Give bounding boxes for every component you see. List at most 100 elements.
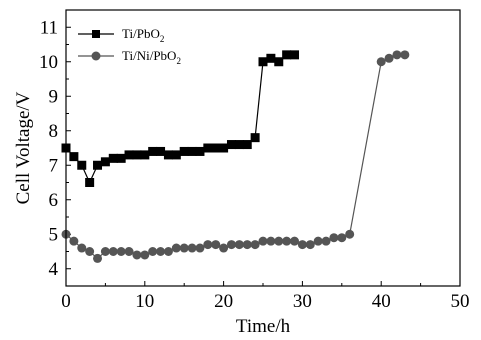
data-point-ti-pbo2	[290, 50, 300, 60]
data-point-ti-ni-pbo2	[384, 53, 394, 63]
x-tick-label: 30	[293, 291, 312, 312]
data-point-ti-pbo2	[234, 140, 244, 150]
y-tick-label: 5	[49, 224, 59, 245]
data-point-ti-pbo2	[195, 146, 205, 156]
data-point-ti-ni-pbo2	[376, 57, 386, 67]
data-point-ti-pbo2	[124, 150, 134, 160]
data-point-ti-pbo2	[163, 150, 173, 160]
data-point-ti-ni-pbo2	[290, 236, 300, 246]
data-point-ti-ni-pbo2	[148, 247, 158, 256]
data-point-ti-ni-pbo2	[69, 236, 79, 246]
x-axis-label: Time/h	[236, 316, 291, 337]
y-tick-label: 11	[40, 17, 58, 38]
data-point-ti-pbo2	[156, 146, 166, 156]
data-point-ti-ni-pbo2	[77, 243, 87, 253]
y-tick-label: 9	[49, 86, 59, 107]
data-point-ti-pbo2	[266, 53, 276, 63]
data-point-ti-ni-pbo2	[266, 236, 276, 246]
y-tick-label: 8	[49, 121, 59, 142]
data-point-ti-ni-pbo2	[179, 243, 189, 253]
legend-marker-ti-pbo2	[92, 30, 100, 38]
data-point-ti-ni-pbo2	[337, 233, 347, 243]
data-point-ti-ni-pbo2	[203, 240, 213, 250]
data-point-ti-pbo2	[171, 150, 181, 160]
data-point-ti-ni-pbo2	[156, 247, 166, 256]
data-point-ti-pbo2	[219, 143, 229, 153]
data-point-ti-ni-pbo2	[305, 240, 315, 250]
data-point-ti-pbo2	[250, 133, 260, 143]
legend-label-ti-pbo2-main: Ti/PbO	[122, 26, 160, 41]
data-point-ti-ni-pbo2	[93, 253, 103, 263]
data-point-ti-ni-pbo2	[219, 243, 229, 253]
legend: Ti/PbO2 Ti/Ni/PbO2	[78, 26, 181, 66]
data-point-ti-pbo2	[85, 178, 95, 187]
data-point-ti-ni-pbo2	[329, 233, 339, 243]
data-point-ti-ni-pbo2	[242, 240, 252, 250]
data-point-ti-ni-pbo2	[258, 236, 268, 246]
data-point-ti-ni-pbo2	[400, 50, 410, 60]
x-tick-label: 0	[61, 291, 71, 312]
data-point-ti-ni-pbo2	[226, 240, 236, 250]
legend-label-ti-ni-pbo2: Ti/Ni/PbO2	[122, 48, 181, 66]
data-point-ti-pbo2	[140, 150, 150, 160]
data-point-ti-ni-pbo2	[124, 247, 134, 256]
legend-entry-ti-pbo2: Ti/PbO2	[78, 26, 164, 44]
data-point-ti-pbo2	[203, 143, 213, 153]
series-ti-pbo2	[61, 50, 300, 187]
data-point-ti-ni-pbo2	[171, 243, 181, 253]
x-tick-label: 40	[372, 291, 391, 312]
data-point-ti-pbo2	[211, 143, 221, 153]
data-point-ti-ni-pbo2	[116, 247, 126, 256]
plot-frame	[65, 9, 461, 287]
data-point-ti-ni-pbo2	[132, 250, 142, 260]
data-point-ti-ni-pbo2	[274, 236, 284, 246]
data-point-ti-pbo2	[69, 152, 79, 162]
data-point-ti-ni-pbo2	[321, 236, 331, 246]
data-point-ti-pbo2	[116, 153, 126, 163]
data-point-ti-pbo2	[179, 146, 189, 156]
x-tick-label: 50	[451, 291, 470, 312]
data-point-ti-ni-pbo2	[108, 247, 118, 256]
y-tick-label: 10	[39, 52, 58, 73]
legend-marker-ti-ni-pbo2	[91, 51, 101, 61]
data-point-ti-ni-pbo2	[392, 50, 402, 60]
data-point-ti-pbo2	[132, 150, 142, 160]
legend-label-ti-pbo2-sub: 2	[160, 34, 165, 44]
y-tick-label: 4	[49, 259, 59, 280]
data-point-ti-pbo2	[242, 140, 252, 150]
y-tick-label: 7	[49, 155, 59, 176]
data-point-ti-pbo2	[187, 146, 197, 156]
data-point-ti-ni-pbo2	[195, 243, 205, 253]
data-point-ti-pbo2	[77, 160, 87, 170]
data-point-ti-ni-pbo2	[140, 250, 150, 260]
data-point-ti-pbo2	[108, 153, 118, 163]
data-point-ti-ni-pbo2	[85, 247, 95, 256]
series-layer	[61, 50, 410, 263]
data-point-ti-ni-pbo2	[250, 240, 260, 250]
data-point-ti-pbo2	[274, 57, 284, 67]
x-tick-label: 20	[214, 291, 233, 312]
data-point-ti-pbo2	[282, 50, 292, 60]
data-point-ti-pbo2	[100, 157, 110, 167]
data-point-ti-pbo2	[226, 140, 236, 150]
data-point-ti-ni-pbo2	[297, 240, 307, 250]
data-point-ti-pbo2	[93, 160, 103, 170]
data-point-ti-ni-pbo2	[163, 247, 173, 256]
y-axis-label: Cell Voltage/V	[13, 91, 34, 204]
data-point-ti-ni-pbo2	[211, 240, 221, 250]
legend-label-ti-ni-pbo2-sub: 2	[176, 56, 181, 66]
legend-entry-ti-ni-pbo2: Ti/Ni/PbO2	[78, 48, 181, 66]
data-point-ti-ni-pbo2	[234, 240, 244, 250]
legend-label-ti-pbo2: Ti/PbO2	[122, 26, 164, 44]
data-point-ti-ni-pbo2	[100, 247, 110, 256]
series-ti-ni-pbo2	[61, 50, 410, 263]
data-point-ti-ni-pbo2	[345, 229, 355, 239]
data-point-ti-ni-pbo2	[313, 236, 323, 246]
data-point-ti-ni-pbo2	[282, 236, 292, 246]
data-point-ti-pbo2	[258, 57, 268, 67]
data-point-ti-pbo2	[148, 146, 158, 156]
legend-label-ti-ni-pbo2-main: Ti/Ni/PbO	[122, 48, 176, 63]
y-tick-label: 6	[49, 190, 59, 211]
data-point-ti-ni-pbo2	[187, 243, 197, 253]
